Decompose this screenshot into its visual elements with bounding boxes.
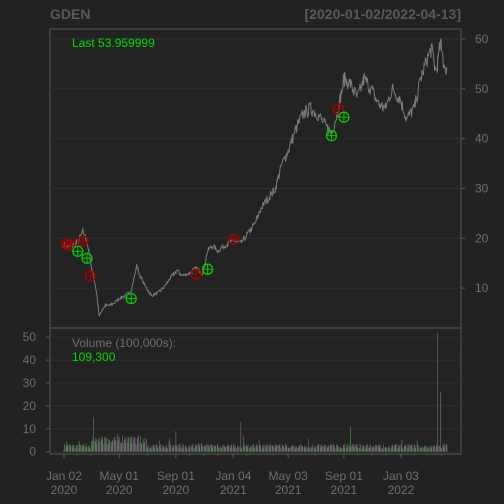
x-tick-label: May 01	[100, 469, 140, 483]
volume-y-tick-label: 30	[23, 376, 37, 390]
x-tick-label: Sep 01	[157, 469, 195, 483]
volume-label: Volume (100,000s):	[72, 336, 176, 350]
buy-marker	[125, 292, 137, 305]
price-panel-frame	[49, 28, 462, 329]
volume-y-tick-label: 50	[23, 330, 37, 344]
volume-y-tick-label: 40	[23, 353, 37, 367]
price-y-tick-label: 20	[475, 231, 489, 245]
buy-marker	[338, 111, 350, 123]
volume-gridlines	[50, 336, 461, 453]
symbol-title: GDEN	[50, 6, 90, 22]
x-tick-year: 2020	[163, 483, 190, 497]
last-price-label: Last 53.959999	[72, 36, 155, 50]
price-line	[63, 37, 448, 317]
trade-markers	[61, 103, 350, 305]
volume-panel-frame	[49, 327, 462, 455]
x-tick-year: 2021	[331, 483, 358, 497]
sell-marker	[64, 239, 76, 251]
price-y-tick-label: 60	[475, 32, 489, 46]
x-tick-year: 2021	[220, 483, 247, 497]
x-tick-label: May 03	[269, 469, 309, 483]
x-tick-label: Jan 02	[46, 469, 82, 483]
volume-y-axis: 0 10 20 30 40 50	[23, 330, 50, 459]
sell-marker	[332, 103, 345, 115]
price-gridlines	[50, 38, 461, 289]
date-range-title: [2020-01-02/2022-04-13]	[305, 6, 461, 22]
sell-marker	[190, 268, 202, 280]
x-tick-year: 2021	[275, 483, 302, 497]
volume-y-tick-label: 20	[23, 399, 37, 413]
volume-bars	[63, 332, 448, 452]
sell-marker	[228, 233, 240, 245]
volume-value: 109,300	[72, 350, 116, 364]
x-tick-year: 2022	[388, 483, 415, 497]
buy-marker	[72, 245, 84, 257]
price-series	[63, 37, 448, 317]
buy-marker	[81, 252, 93, 264]
buy-marker	[201, 263, 214, 275]
x-tick-label: Sep 01	[325, 469, 363, 483]
sell-marker	[77, 235, 89, 247]
x-tick-label: Jan 04	[215, 469, 251, 483]
x-tick-year: 2020	[106, 483, 133, 497]
x-tick-year: 2020	[51, 483, 78, 497]
volume-y-tick-label: 10	[23, 422, 37, 436]
x-tick-label: Jan 03	[383, 469, 419, 483]
price-y-axis: 10 20 30 40 50 60	[461, 32, 489, 295]
buy-marker	[325, 129, 338, 142]
price-y-tick-label: 40	[475, 132, 489, 146]
sell-marker	[84, 270, 96, 282]
volume-y-tick-label: 0	[29, 445, 36, 459]
price-y-tick-label: 10	[475, 281, 489, 295]
price-y-tick-label: 50	[475, 82, 489, 96]
price-y-tick-label: 30	[475, 181, 489, 195]
